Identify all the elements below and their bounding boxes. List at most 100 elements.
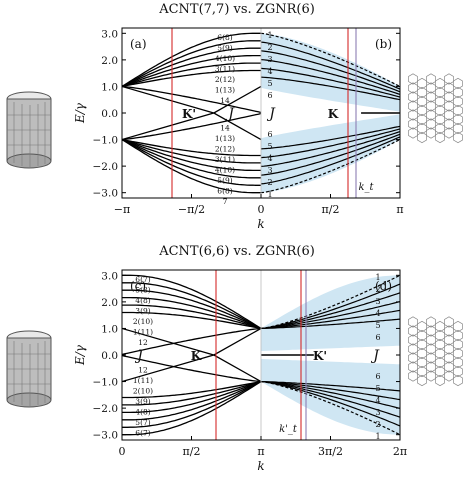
panel-letter-right: (d) (375, 279, 392, 293)
cnt-band-number: 2(12) (215, 75, 235, 84)
gnr-band-number: 3 (267, 55, 272, 64)
bottom-figure-title: ACNT(6,6) vs. ZGNR(6) (159, 244, 315, 259)
ribbon-hexagon (453, 131, 463, 144)
ribbon-hexagon (408, 316, 418, 328)
x-tick-label: −π (114, 203, 130, 216)
y-tick-label: 1.0 (101, 81, 118, 93)
cnt-band-line (121, 47, 261, 87)
ribbon-hexagon (408, 361, 418, 373)
gnr-band-number: 6 (375, 372, 380, 381)
ribbon-hexagon (444, 334, 454, 346)
gnr-band-number: 6 (267, 130, 272, 139)
cnt-band-number: 6(8) (217, 186, 232, 195)
cnt-band-line (121, 54, 261, 88)
j-label: J (134, 348, 144, 364)
ribbon-hexagon (426, 334, 436, 346)
ribbon-hexagon (444, 100, 454, 112)
ribbon-hexagon (408, 118, 418, 130)
gnr-band-line (261, 318, 401, 329)
ribbon-hexagon (408, 334, 418, 346)
cnt-band-number: 14 (220, 96, 230, 105)
shaded-band-region-lower (261, 359, 400, 435)
cnt-band-line (122, 380, 262, 414)
cnt-band-number: 4(8) (135, 407, 150, 416)
shaded-band-region-upper (261, 275, 400, 351)
kt-label: k_t (358, 182, 374, 193)
gnr-band-number: 6 (267, 91, 272, 100)
cnt-band-line (121, 138, 261, 157)
gnr-band-number: 1 (375, 273, 380, 282)
cnt-band-number: 4(10) (215, 165, 235, 174)
y-tick-label: 1.0 (101, 323, 118, 335)
gnr-band-number: 4 (375, 309, 380, 318)
j-label: J (225, 106, 235, 122)
cnt-band-line (121, 139, 261, 186)
y-tick-label: −2.0 (93, 161, 119, 173)
valley-label-right: K' (313, 349, 327, 363)
y-tick-label: −3.0 (93, 430, 119, 442)
ribbon-hexagon (444, 73, 454, 85)
ribbon-hexagon (453, 320, 463, 333)
cnt-band-number: 4(8) (135, 296, 150, 305)
ribbon-hexagon (453, 122, 463, 135)
cnt-band-number: 4(10) (215, 54, 235, 63)
x-tick-label: 0 (119, 445, 126, 458)
gnr-band-line (260, 381, 401, 401)
gnr-band-line (260, 283, 401, 329)
nanotube-illustration-bottom (6, 330, 52, 408)
gnr-band-line (260, 59, 401, 95)
cnt-dirac-band (212, 85, 262, 141)
gnr-band-line (260, 32, 401, 87)
gnr-band-line (260, 381, 401, 427)
cnt-dirac-band (121, 327, 217, 383)
ribbon-hexagon (408, 325, 418, 337)
cnt-band-number: 5(9) (217, 176, 232, 185)
gnr-band-number: 4 (267, 154, 272, 163)
gnr-band-line (260, 133, 401, 176)
ribbon-hexagon (408, 100, 418, 112)
gnr-band-line (260, 139, 401, 194)
ribbon-hexagon (444, 361, 454, 373)
gnr-band-number: 1 (267, 31, 272, 40)
cnt-band-number: 3(11) (215, 155, 235, 164)
cnt-band-line (122, 304, 262, 330)
gnr-band-line (260, 125, 401, 150)
cnt-band-number: 6(8) (217, 33, 232, 42)
ribbon-hexagon (444, 352, 454, 364)
gnr-band-number: 2 (375, 420, 380, 429)
cnt-band-line (122, 380, 262, 399)
cnt-band-line (122, 380, 262, 406)
valley-label-left: K (191, 349, 202, 363)
x-tick-label: 0 (258, 203, 265, 216)
x-axis-label: k (257, 217, 264, 231)
cnt-band-number: 2(10) (133, 317, 153, 326)
cnt-band-number: 12 (138, 365, 148, 374)
cnt-band-line (122, 289, 262, 329)
ribbon-hexagon (426, 118, 436, 130)
cnt-band-line (121, 40, 261, 87)
ribbon-hexagon (426, 109, 436, 121)
gnr-band-line (260, 131, 401, 167)
cnt-dirac-band (212, 327, 262, 383)
panel-letter-left: (c) (130, 279, 146, 293)
y-axis-label: E/γ (73, 102, 87, 124)
cnt-band-line (121, 32, 261, 87)
ribbon-hexagon (453, 86, 463, 99)
gnr-band-number: 5 (375, 384, 380, 393)
cnt-band-line (121, 139, 261, 194)
y-tick-label: 2.0 (101, 297, 118, 309)
cnt-band-line (121, 138, 261, 164)
gnr-band-line (260, 136, 401, 185)
ribbon-hexagon (408, 343, 418, 355)
gnr-band-number: 2 (267, 178, 272, 187)
shaded-band-region-lower (261, 114, 400, 193)
ribbon-hexagon (408, 82, 418, 94)
cnt-band-line (121, 139, 261, 179)
ribbon-hexagon (426, 343, 436, 355)
ribbon-hexagon (426, 73, 436, 85)
gnr-band-line (260, 301, 401, 329)
ribbon-hexagon (453, 338, 463, 351)
cnt-band-number: 7 (223, 197, 228, 206)
cnt-band-number: 12 (138, 338, 148, 347)
